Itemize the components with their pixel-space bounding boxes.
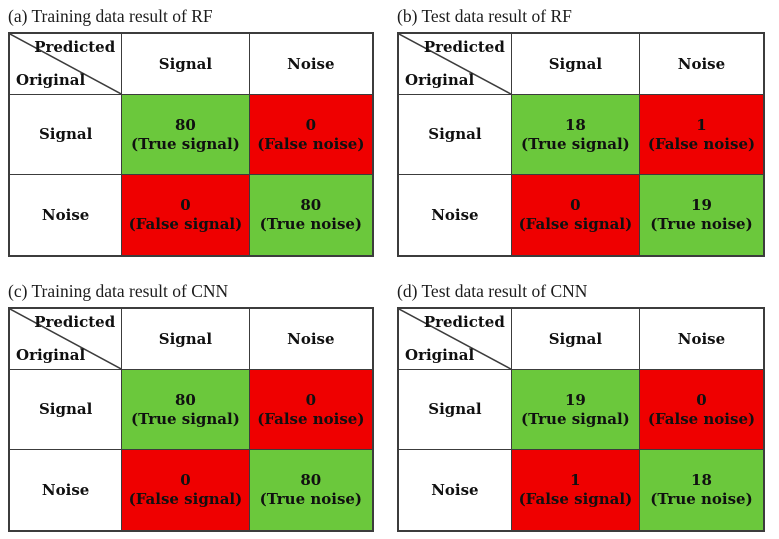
predicted-label: Predicted (34, 313, 116, 331)
cell-value: 0 (305, 115, 317, 134)
column-header-signal: Signal (122, 309, 250, 370)
cell-value: 1 (696, 115, 707, 134)
column-header-noise: Noise (639, 34, 763, 95)
original-label: Original (405, 71, 475, 89)
cell-label: (True noise) (650, 215, 753, 233)
matrix-cell-false-signal: 1 (False signal) (511, 450, 640, 530)
original-label: Original (405, 346, 475, 364)
cell-value: 0 (696, 390, 707, 409)
cell-label: (False signal) (518, 215, 633, 233)
matrix-cell-false-signal: 0 (False signal) (122, 175, 250, 255)
column-header-signal: Signal (511, 34, 640, 95)
matrix-cell-true-noise: 19 (True noise) (639, 175, 763, 255)
matrix-cell-false-noise: 0 (False noise) (249, 370, 372, 450)
matrix-cell-true-noise: 18 (True noise) (639, 450, 763, 530)
panel-c: (c) Training data result of CNN Predicte… (8, 280, 374, 532)
row-header-noise: Noise (10, 450, 123, 530)
cell-label: (True noise) (650, 490, 753, 508)
corner-header-cell: Predicted Original (399, 34, 512, 95)
panel-caption: (a) Training data result of RF (8, 6, 213, 26)
panel-b: (b) Test data result of RF Predicted Ori… (397, 5, 765, 257)
cell-label: (True signal) (131, 409, 240, 428)
confusion-matrix: Predicted Original Signal Noise Signal 8… (8, 32, 374, 257)
original-label: Original (16, 71, 86, 89)
cell-label: (True signal) (131, 134, 240, 153)
row-header-noise: Noise (10, 175, 123, 255)
cell-value: 80 (300, 471, 322, 489)
cell-value: 18 (691, 471, 712, 489)
cell-value: 19 (691, 196, 712, 214)
cell-value: 80 (300, 196, 322, 214)
row-header-signal: Signal (10, 370, 123, 450)
predicted-label: Predicted (34, 38, 116, 56)
confusion-matrix: Predicted Original Signal Noise Signal 1… (397, 307, 765, 532)
diagonal-line (399, 34, 511, 94)
matrix-cell-true-signal: 18 (True signal) (511, 95, 640, 175)
matrix-cell-false-signal: 0 (False signal) (511, 175, 640, 255)
diagonal-line (10, 34, 121, 94)
cell-value: 80 (174, 390, 196, 409)
cell-label: (False signal) (128, 215, 243, 233)
confusion-matrix: Predicted Original Signal Noise Signal 1… (397, 32, 765, 257)
corner-header-cell: Predicted Original (10, 309, 123, 370)
matrix-cell-false-signal: 0 (False signal) (122, 450, 250, 530)
corner-header-cell: Predicted Original (10, 34, 123, 95)
cell-value: 1 (570, 471, 581, 489)
column-header-noise: Noise (639, 309, 763, 370)
cell-value: 0 (305, 390, 317, 409)
cell-value: 19 (564, 390, 586, 409)
row-header-signal: Signal (399, 370, 512, 450)
column-header-signal: Signal (122, 34, 250, 95)
cell-label: (True signal) (520, 409, 630, 428)
cell-label: (False noise) (647, 409, 756, 428)
cell-value: 80 (174, 115, 196, 134)
row-header-noise: Noise (399, 450, 512, 530)
column-header-noise: Noise (249, 309, 372, 370)
cell-value: 18 (564, 115, 586, 134)
cell-label: (False noise) (647, 134, 756, 153)
cell-value: 0 (570, 196, 581, 214)
panel-caption: (b) Test data result of RF (397, 6, 572, 26)
matrix-cell-true-signal: 80 (True signal) (122, 370, 250, 450)
matrix-cell-true-signal: 80 (True signal) (122, 95, 250, 175)
row-header-signal: Signal (10, 95, 123, 175)
panel-caption: (d) Test data result of CNN (397, 281, 588, 301)
cell-label: (False noise) (257, 134, 365, 153)
column-header-noise: Noise (249, 34, 372, 95)
original-label: Original (16, 346, 86, 364)
corner-header-cell: Predicted Original (399, 309, 512, 370)
row-header-noise: Noise (399, 175, 512, 255)
cell-value: 0 (180, 471, 191, 489)
cell-value: 0 (180, 196, 191, 214)
matrix-cell-false-noise: 1 (False noise) (639, 95, 763, 175)
cell-label: (False signal) (128, 490, 243, 508)
panel-d: (d) Test data result of CNN Predicted Or… (397, 280, 765, 532)
confusion-matrix: Predicted Original Signal Noise Signal 8… (8, 307, 374, 532)
cell-label: (True noise) (259, 215, 363, 233)
cell-label: (True noise) (259, 490, 363, 508)
matrix-cell-true-signal: 19 (True signal) (511, 370, 640, 450)
cell-label: (False noise) (257, 409, 365, 428)
matrix-cell-false-noise: 0 (False noise) (639, 370, 763, 450)
row-header-signal: Signal (399, 95, 512, 175)
matrix-cell-true-noise: 80 (True noise) (249, 450, 372, 530)
column-header-signal: Signal (511, 309, 640, 370)
cell-label: (True signal) (520, 134, 630, 153)
diagonal-line (399, 309, 511, 369)
matrix-cell-true-noise: 80 (True noise) (249, 175, 372, 255)
panel-caption: (c) Training data result of CNN (8, 281, 229, 301)
diagonal-line (10, 309, 121, 369)
predicted-label: Predicted (423, 38, 505, 56)
predicted-label: Predicted (423, 313, 505, 331)
cell-label: (False signal) (518, 490, 633, 508)
panel-a: (a) Training data result of RF Predicted… (8, 5, 374, 257)
matrix-cell-false-noise: 0 (False noise) (249, 95, 372, 175)
